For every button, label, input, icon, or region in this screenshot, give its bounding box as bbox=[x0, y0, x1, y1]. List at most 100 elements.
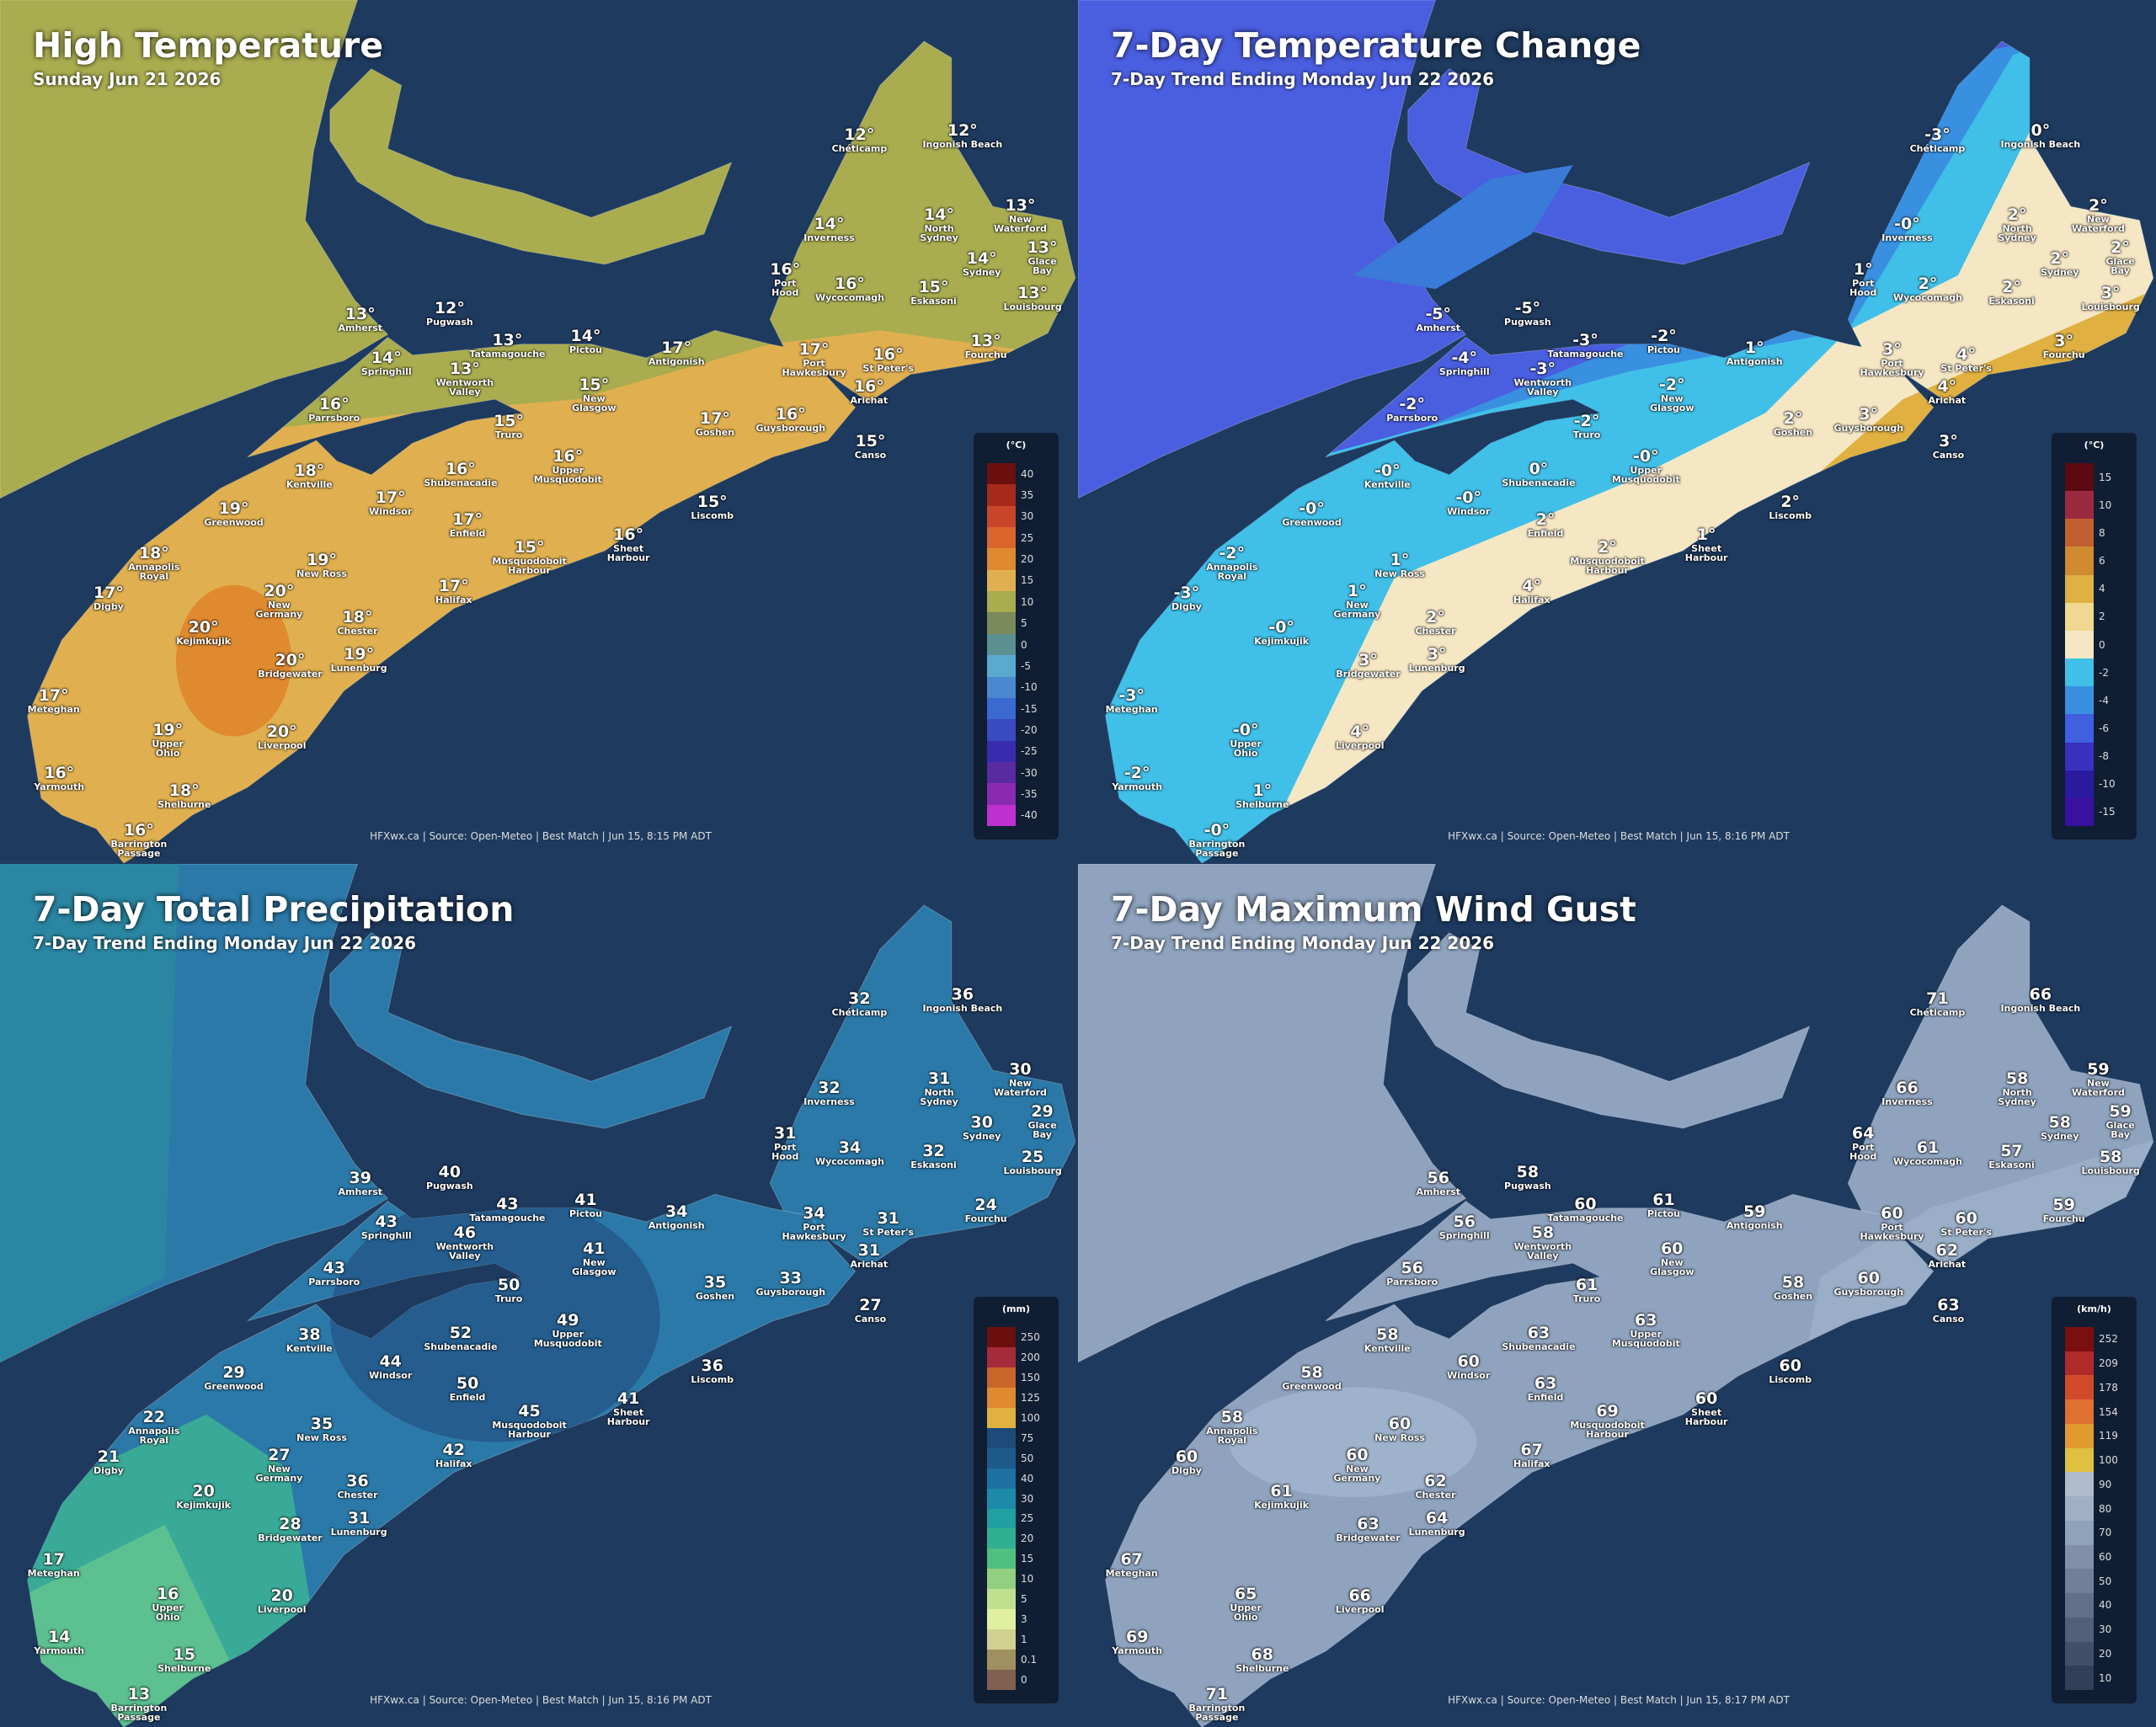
city-label: 3° Guysborough bbox=[1834, 404, 1904, 433]
legend-tick-label: 75 bbox=[1021, 1431, 1034, 1444]
city-label: 42 Halifax bbox=[435, 1442, 472, 1468]
city-label: 17 Meteghan bbox=[28, 1552, 80, 1579]
city-value: 2° bbox=[1426, 608, 1445, 627]
city-name: Inverness bbox=[1881, 1096, 1933, 1108]
city-label: 20° New Germany bbox=[255, 584, 303, 621]
map-subtitle: 7-Day Trend Ending Monday Jun 22 2026 bbox=[1111, 69, 1495, 89]
city-label: 40 Pugwash bbox=[426, 1164, 473, 1191]
city-label: 50 Truro bbox=[495, 1277, 523, 1303]
city-name: Meteghan bbox=[1105, 1568, 1158, 1580]
legend-tick-label: 40 bbox=[1021, 467, 1034, 480]
city-name: Amherst bbox=[1416, 322, 1461, 333]
city-name: Upper Ohio bbox=[152, 738, 184, 760]
city-name: New Germany bbox=[255, 600, 303, 621]
contour-band bbox=[1229, 1387, 1477, 1497]
city-name: Yarmouth bbox=[1112, 781, 1163, 792]
map-title: 7-Day Temperature Change bbox=[1111, 25, 1641, 66]
city-value: 22 bbox=[142, 1407, 166, 1426]
city-label: 60 New Glasgow bbox=[1650, 1241, 1694, 1277]
city-name: Eskasoni bbox=[1988, 1159, 2035, 1171]
city-name: Pugwash bbox=[426, 316, 473, 328]
city-value: 3° bbox=[1939, 432, 1958, 451]
city-label: 25 Louisbourg bbox=[1003, 1149, 1061, 1176]
city-name: Windsor bbox=[369, 506, 413, 518]
map-subtitle: 7-Day Trend Ending Monday Jun 22 2026 bbox=[1111, 933, 1495, 953]
city-name: Wycocomagh bbox=[814, 1155, 884, 1167]
city-name: Halifax bbox=[1513, 594, 1550, 605]
city-label: 60 Liscomb bbox=[1769, 1358, 1812, 1385]
city-value: -3° bbox=[1118, 686, 1145, 706]
city-value: 19° bbox=[218, 499, 249, 519]
city-name: Truro bbox=[494, 429, 523, 440]
city-value: 13° bbox=[1017, 284, 1049, 303]
city-value: -3° bbox=[1173, 583, 1200, 602]
city-name: Guysborough bbox=[755, 1286, 826, 1298]
legend-tick-label: 119 bbox=[2099, 1430, 2118, 1442]
city-value: 63 bbox=[1937, 1296, 1960, 1315]
city-name: Windsor bbox=[1447, 1370, 1491, 1382]
city-value: 3° bbox=[1859, 404, 1879, 424]
city-label: 58 Wentworth Valley bbox=[1514, 1224, 1572, 1261]
city-value: 14° bbox=[924, 205, 955, 224]
city-value: 15° bbox=[696, 493, 728, 512]
legend-tick-label: 50 bbox=[1021, 1452, 1034, 1464]
city-name: Port Hood bbox=[1849, 278, 1877, 299]
legend-swatch bbox=[987, 804, 1016, 827]
city-name: Glace Bay bbox=[1027, 1120, 1057, 1141]
city-name: Barrington Passage bbox=[110, 1703, 168, 1724]
city-label: 13° Fourchu bbox=[965, 333, 1007, 360]
city-value: 18° bbox=[294, 461, 325, 480]
city-name: Kentville bbox=[286, 478, 333, 490]
legend: (°C) 15 10 8 6 4 2 0 -2 -4 -6 -8 -10 -15 bbox=[2052, 433, 2137, 840]
city-label: 15° Musquodoboit Harbour bbox=[492, 540, 566, 576]
legend-tick-label: -10 bbox=[1021, 681, 1038, 694]
city-value: 24 bbox=[974, 1196, 997, 1215]
city-label: 20 Kejimkujik bbox=[176, 1483, 231, 1510]
legend: (°C) 40 35 30 25 20 15 10 5 0 -5 -10 -15 -20 -25 -30 -35… bbox=[974, 433, 1059, 840]
city-name: Tatamagouche bbox=[469, 1212, 546, 1223]
city-name: Shelburne bbox=[1235, 1663, 1289, 1675]
city-value: 31 bbox=[774, 1124, 797, 1143]
city-name: New Glasgow bbox=[1650, 1257, 1694, 1278]
city-label: 66 Inverness bbox=[1881, 1080, 1933, 1108]
city-label: -3° Digby bbox=[1171, 583, 1202, 611]
city-label: 33 Guysborough bbox=[755, 1270, 826, 1298]
city-name: Bridgewater bbox=[258, 668, 323, 680]
city-value: 63 bbox=[1357, 1514, 1380, 1533]
city-value: 57 bbox=[2000, 1142, 2023, 1161]
legend-swatch bbox=[2065, 1520, 2094, 1546]
city-label: -3° Wentworth Valley bbox=[1514, 360, 1572, 397]
city-label: 14 Yarmouth bbox=[34, 1627, 85, 1656]
city-name: Yarmouth bbox=[34, 1644, 85, 1656]
city-value: 14 bbox=[47, 1627, 71, 1646]
city-value: 58 bbox=[2099, 1148, 2122, 1167]
legend-swatch bbox=[2065, 602, 2094, 632]
city-label: 32 Eskasoni bbox=[910, 1143, 957, 1170]
city-name: Sydney bbox=[962, 1131, 1001, 1143]
city-label: 2° Liscomb bbox=[1769, 494, 1812, 521]
city-value: 60 bbox=[1175, 1447, 1198, 1466]
city-label: 60 Sheet Harbour bbox=[1685, 1391, 1728, 1427]
city-value: 16° bbox=[552, 447, 584, 466]
city-value: 17° bbox=[38, 686, 69, 706]
city-value: 64 bbox=[1852, 1124, 1875, 1143]
city-label: 1° Shelburne bbox=[1235, 783, 1289, 810]
legend-swatch bbox=[2065, 1641, 2094, 1666]
city-value: 49 bbox=[557, 1311, 579, 1330]
city-value: 2° bbox=[2111, 238, 2130, 258]
city-label: 13° New Waterford bbox=[994, 197, 1047, 233]
legend-swatch bbox=[987, 484, 1016, 507]
city-label: 58 Louisbourg bbox=[2081, 1148, 2139, 1176]
city-name: Eskasoni bbox=[910, 1159, 957, 1171]
city-name: St Peter's bbox=[862, 1227, 914, 1239]
city-name: Musquodoboit Harbour bbox=[492, 1420, 567, 1441]
city-value: -0° bbox=[1894, 215, 1920, 234]
legend-unit: (°C) bbox=[2084, 440, 2105, 450]
city-label: 1° New Germany bbox=[1334, 584, 1381, 620]
city-name: Pugwash bbox=[426, 1180, 473, 1191]
city-label: 20° Bridgewater bbox=[258, 652, 323, 680]
city-value: 58 bbox=[1220, 1407, 1244, 1426]
city-label: -2° Annapolis Royal bbox=[1206, 545, 1257, 581]
map-panel: 7-Day Temperature Change 7-Day Trend Endi… bbox=[1078, 0, 2156, 863]
city-label: 2° Musquodoboit Harbour bbox=[1570, 540, 1644, 576]
